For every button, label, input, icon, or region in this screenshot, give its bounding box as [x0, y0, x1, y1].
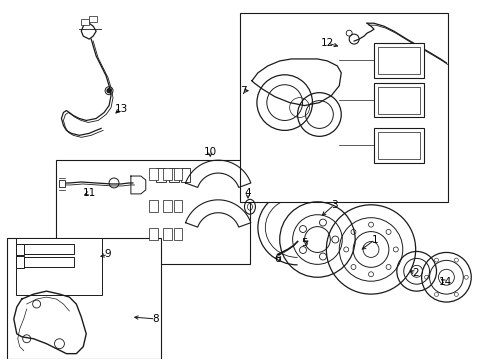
- Bar: [163, 200, 172, 212]
- Text: 5: 5: [301, 238, 308, 248]
- Bar: [81, 19, 89, 25]
- Bar: [89, 16, 97, 22]
- Bar: [378, 132, 419, 159]
- Bar: [374, 43, 424, 78]
- Bar: [16, 243, 24, 255]
- Bar: [163, 168, 172, 180]
- Bar: [374, 129, 424, 163]
- Text: 7: 7: [240, 86, 246, 96]
- Bar: [374, 83, 424, 117]
- Bar: [7, 238, 161, 359]
- Bar: [16, 238, 102, 295]
- Text: 10: 10: [204, 147, 217, 157]
- Text: 4: 4: [245, 188, 251, 198]
- Bar: [156, 168, 166, 182]
- Text: 1: 1: [372, 234, 378, 244]
- Circle shape: [107, 89, 111, 93]
- Text: 12: 12: [321, 38, 334, 48]
- Bar: [56, 160, 250, 264]
- Bar: [163, 228, 172, 239]
- Text: 3: 3: [331, 200, 338, 210]
- Bar: [173, 228, 182, 239]
- Bar: [149, 168, 158, 180]
- Bar: [16, 256, 24, 268]
- Text: 14: 14: [439, 277, 452, 287]
- Text: 2: 2: [413, 268, 419, 278]
- Bar: [180, 168, 191, 182]
- Bar: [169, 168, 178, 182]
- Bar: [20, 257, 74, 267]
- Text: 13: 13: [114, 104, 127, 113]
- Bar: [378, 87, 419, 113]
- Text: 8: 8: [152, 314, 159, 324]
- Bar: [149, 228, 158, 239]
- Text: 11: 11: [83, 188, 96, 198]
- Bar: [149, 200, 158, 212]
- Bar: [378, 47, 419, 74]
- Bar: [240, 13, 448, 202]
- Text: 9: 9: [105, 249, 111, 260]
- Bar: [173, 200, 182, 212]
- Bar: [20, 244, 74, 255]
- Text: 6: 6: [274, 255, 281, 264]
- Bar: [59, 180, 65, 187]
- Bar: [173, 168, 182, 180]
